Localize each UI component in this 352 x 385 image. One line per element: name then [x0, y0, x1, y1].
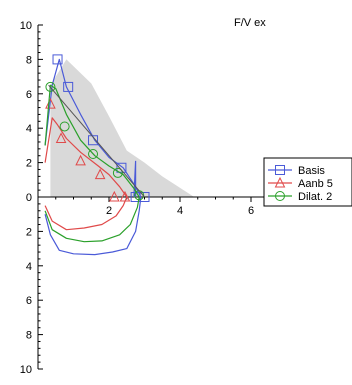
y-tick-label: 2: [26, 226, 32, 238]
data-point-marker: [116, 162, 127, 173]
data-point-marker: [139, 192, 150, 202]
legend-swatch-marker: [275, 165, 285, 175]
data-point-marker: [109, 190, 120, 202]
y-tick-label: 4: [26, 261, 32, 273]
data-point-marker: [59, 121, 70, 132]
data-point-marker: [88, 135, 99, 146]
data-point-marker: [52, 54, 63, 65]
data-point-marker: [45, 81, 56, 92]
y-tick-label: 10: [20, 364, 32, 376]
series-line-expiration: [44, 84, 140, 198]
series-layer: [44, 54, 150, 256]
legend-swatch-marker: [274, 176, 286, 188]
data-point-marker: [112, 167, 123, 178]
x-tick-label: 2: [106, 205, 112, 217]
data-point-marker: [119, 190, 131, 202]
y-tick-label: 0: [26, 192, 32, 204]
data-point-marker: [45, 98, 56, 109]
series-aanb-5: [44, 98, 131, 231]
series-line-inspiration: [44, 196, 140, 243]
series-dilat-2: [44, 81, 145, 243]
data-point-marker: [88, 149, 99, 159]
data-point-marker: [63, 81, 74, 92]
normal-range-band: [50, 59, 195, 198]
y-tick-label: 4: [26, 123, 32, 135]
series-line-inspiration: [44, 196, 128, 231]
legend-label: Basis: [298, 165, 325, 177]
y-tick-label: 6: [26, 295, 32, 307]
data-point-marker: [94, 168, 106, 180]
legend-label: Dilat. 2: [298, 191, 332, 203]
x-tick-label: 6: [248, 205, 254, 217]
y-tick-label: 10: [20, 20, 32, 32]
chart-title: F/V ex: [234, 17, 266, 29]
legend-swatch-marker: [275, 191, 285, 201]
y-tick-label: 8: [26, 330, 32, 342]
data-point-marker: [75, 154, 86, 166]
x-tick-label: 4: [177, 205, 183, 217]
series-line-expiration: [44, 58, 142, 198]
legend-label: Aanb 5: [298, 178, 333, 190]
band-area: [50, 59, 195, 198]
trend-line: [48, 84, 145, 198]
axes: 10 8 6 4 2 0 2 4 6 8 10 2 4 6: [20, 20, 305, 376]
y-tick-label: 2: [26, 158, 32, 170]
series-line-expiration: [44, 117, 128, 198]
y-tick-label: 8: [26, 54, 32, 66]
series-line-inspiration: [44, 196, 142, 256]
data-point-marker: [55, 132, 67, 144]
y-tick-label: 6: [26, 89, 32, 101]
